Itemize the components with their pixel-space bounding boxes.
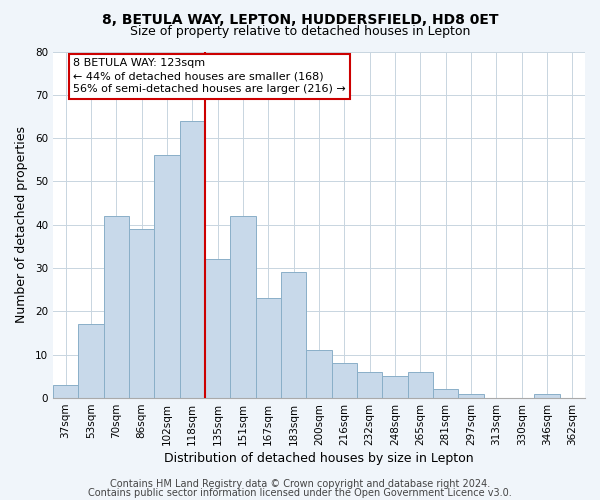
- Bar: [357, 372, 382, 398]
- Bar: [230, 216, 256, 398]
- Bar: [382, 376, 407, 398]
- Bar: [458, 394, 484, 398]
- Bar: [179, 121, 205, 398]
- Bar: [332, 364, 357, 398]
- Bar: [281, 272, 306, 398]
- Bar: [256, 298, 281, 398]
- Bar: [104, 216, 129, 398]
- Bar: [535, 394, 560, 398]
- Bar: [433, 390, 458, 398]
- Text: 8, BETULA WAY, LEPTON, HUDDERSFIELD, HD8 0ET: 8, BETULA WAY, LEPTON, HUDDERSFIELD, HD8…: [102, 12, 498, 26]
- Bar: [129, 229, 154, 398]
- Text: 8 BETULA WAY: 123sqm
← 44% of detached houses are smaller (168)
56% of semi-deta: 8 BETULA WAY: 123sqm ← 44% of detached h…: [73, 58, 346, 94]
- Text: Size of property relative to detached houses in Lepton: Size of property relative to detached ho…: [130, 25, 470, 38]
- Bar: [78, 324, 104, 398]
- Text: Contains public sector information licensed under the Open Government Licence v3: Contains public sector information licen…: [88, 488, 512, 498]
- Bar: [53, 385, 78, 398]
- Bar: [407, 372, 433, 398]
- Text: Contains HM Land Registry data © Crown copyright and database right 2024.: Contains HM Land Registry data © Crown c…: [110, 479, 490, 489]
- X-axis label: Distribution of detached houses by size in Lepton: Distribution of detached houses by size …: [164, 452, 474, 465]
- Y-axis label: Number of detached properties: Number of detached properties: [15, 126, 28, 324]
- Bar: [306, 350, 332, 398]
- Bar: [205, 260, 230, 398]
- Bar: [154, 156, 179, 398]
